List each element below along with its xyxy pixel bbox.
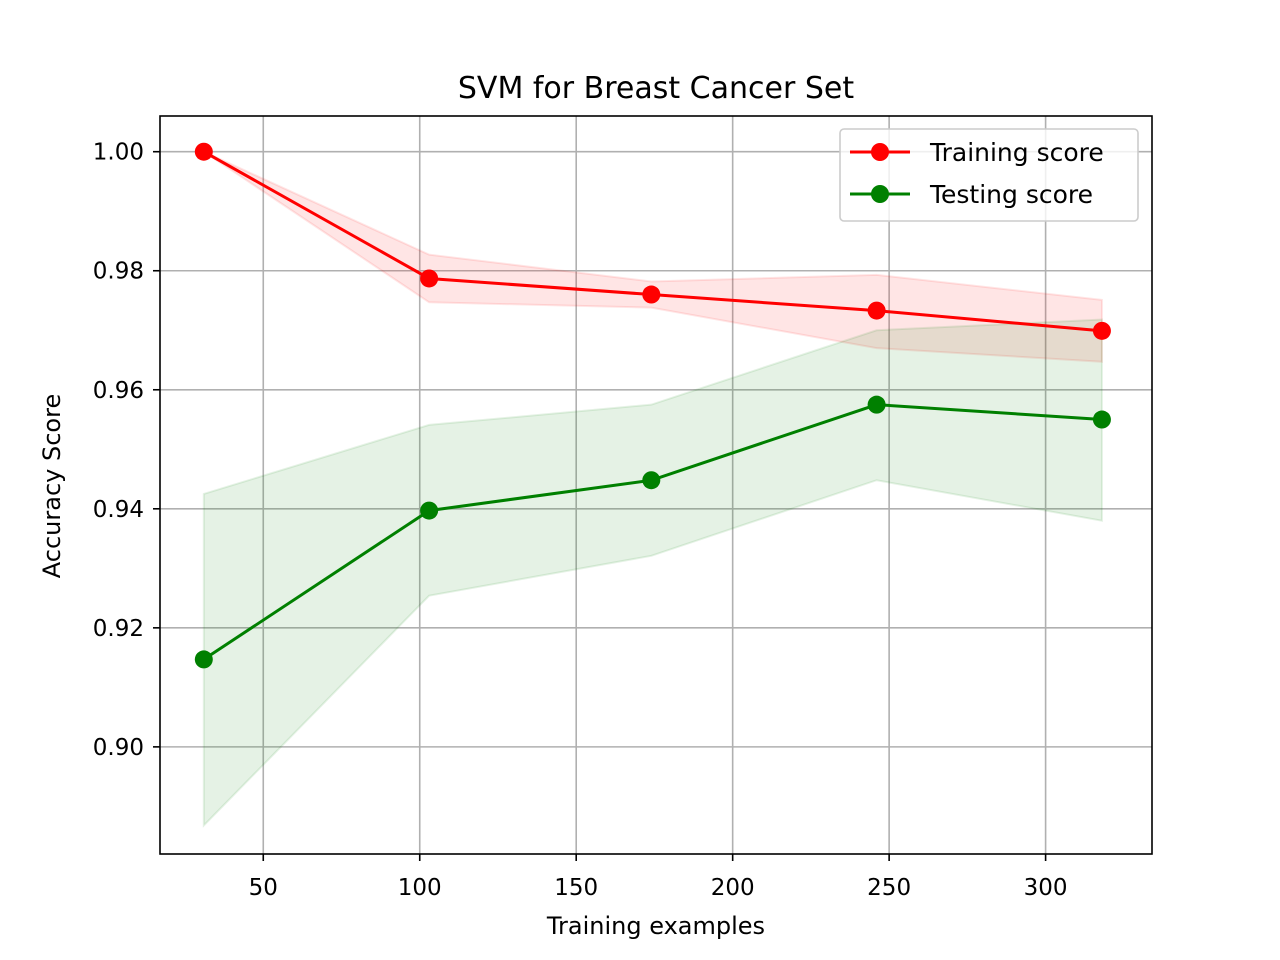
training-score-point <box>194 142 213 161</box>
plot-area-frame <box>159 115 1153 855</box>
data-points <box>194 142 1111 669</box>
testing-score-point <box>420 501 439 520</box>
x-tick-label: 250 <box>867 875 911 901</box>
x-tick-label: 200 <box>711 875 755 901</box>
y-tick-label: 0.96 <box>93 378 144 404</box>
chart-title: SVM for Breast Cancer Set <box>458 71 854 106</box>
testing-score-point <box>1092 410 1111 429</box>
legend: Training score Testing score <box>839 128 1139 222</box>
y-tick-label: 0.90 <box>93 735 144 761</box>
x-tick-label: 300 <box>1024 875 1068 901</box>
training-score-point <box>642 285 661 304</box>
training-score-point <box>867 301 886 320</box>
training-score-legend-marker <box>871 143 889 161</box>
legend-box <box>839 128 1139 222</box>
testing-score-point <box>642 471 661 490</box>
testing-score-point <box>867 395 886 414</box>
training-score-point <box>420 269 439 288</box>
grid <box>160 116 1152 854</box>
y-tick-label: 0.94 <box>93 497 144 523</box>
y-tick-label: 0.92 <box>93 616 144 642</box>
training-score-legend-label: Training score <box>929 138 1104 167</box>
y-axis-label: Accuracy Score <box>38 394 66 578</box>
axis-ticks: 50 100 150 200 250 300 0.90 0.92 0.94 0.96 0.98 1.0… <box>93 140 1068 901</box>
testing-score-point <box>194 650 213 669</box>
testing-score-legend-label: Testing score <box>929 180 1093 209</box>
x-axis-label: Training examples <box>546 912 765 940</box>
x-tick-label: 100 <box>398 875 442 901</box>
testing-score-legend-marker <box>871 185 889 203</box>
x-tick-label: 50 <box>249 875 278 901</box>
training-score-point <box>1092 321 1111 340</box>
y-tick-label: 1.00 <box>93 140 144 166</box>
y-tick-label: 0.98 <box>93 259 144 285</box>
x-tick-label: 150 <box>554 875 598 901</box>
testing-score-band <box>202 318 1103 828</box>
